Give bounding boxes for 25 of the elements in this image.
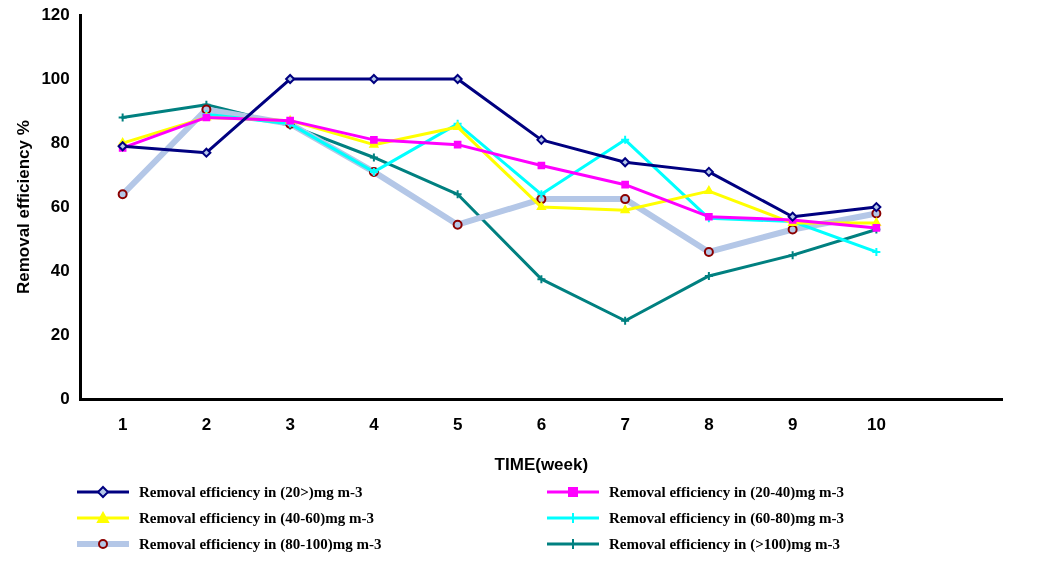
x-tick-label: 8 (704, 415, 714, 435)
x-tick-label: 3 (285, 415, 295, 435)
legend-label: Removal efficiency in (40-60)mg m-3 (139, 509, 374, 527)
x-tick-label: 10 (866, 415, 886, 435)
y-tick-label: 20 (50, 324, 70, 344)
x-tick-label: 7 (620, 415, 630, 435)
legend-label: Removal efficiency in (>100)mg m-3 (609, 535, 840, 553)
x-axis-title: TIME(week) (494, 455, 589, 475)
y-tick-label: 100 (41, 68, 70, 88)
legend-label: Removal efficiency in (20>)mg m-3 (139, 483, 363, 501)
legend-label: Removal efficiency in (20-40)mg m-3 (609, 483, 844, 501)
y-tick-label: 40 (50, 260, 70, 280)
x-tick-label: 5 (452, 415, 463, 435)
y-axis-title: Removal efficiency % (13, 120, 33, 295)
x-tick-label: 2 (201, 415, 212, 435)
y-tick-label: 60 (50, 196, 70, 216)
x-tick-label: 1 (117, 415, 128, 435)
y-tick-label: 120 (41, 4, 70, 24)
legend-label: Removal efficiency in (80-100)mg m-3 (139, 535, 382, 553)
x-tick-label: 4 (369, 415, 380, 435)
legend-label: Removal efficiency in (60-80)mg m-3 (609, 509, 844, 527)
y-tick-label: 0 (60, 388, 70, 408)
x-tick-label: 9 (787, 415, 798, 435)
y-tick-label: 80 (50, 132, 70, 152)
x-tick-label: 6 (536, 415, 547, 435)
